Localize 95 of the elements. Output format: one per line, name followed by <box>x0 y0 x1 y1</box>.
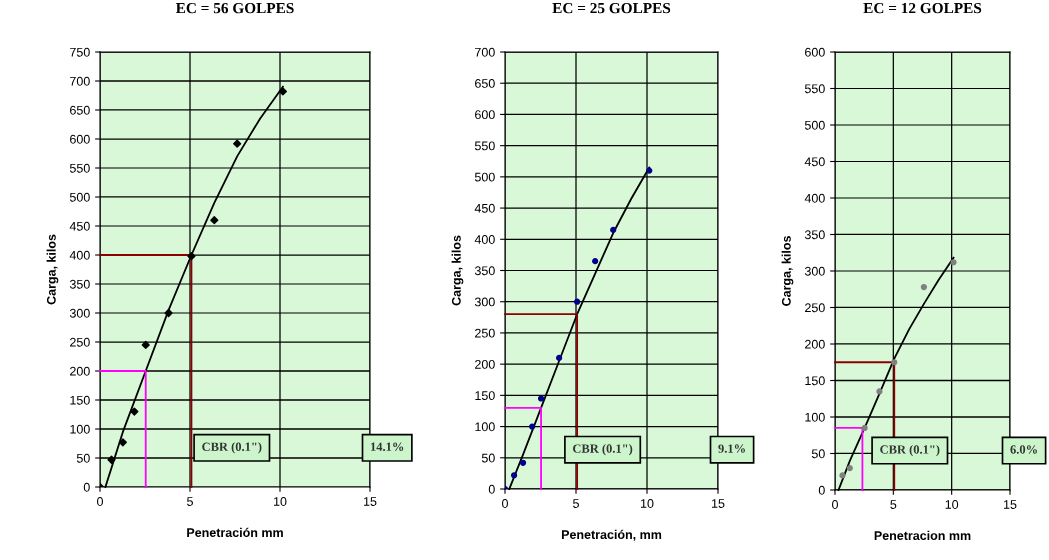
point <box>950 259 957 266</box>
point <box>839 472 846 479</box>
y-tick-label: 650 <box>475 79 495 88</box>
y-tick-label: 100 <box>70 424 90 434</box>
point <box>141 340 150 349</box>
y-axis-title: Carga, kilos <box>451 235 464 306</box>
annotation: CBR (0.1") <box>573 444 633 456</box>
y-tick-label: 650 <box>70 105 90 115</box>
y-tick-label: 250 <box>475 328 495 338</box>
x-tick-label: 5 <box>890 500 897 509</box>
x-tick-label: 15 <box>712 499 725 508</box>
point <box>529 423 536 430</box>
x-tick-label: 15 <box>1004 500 1017 509</box>
x-tick-label: 10 <box>641 499 654 508</box>
y-tick-label: 400 <box>474 235 495 244</box>
y-tick-label: 500 <box>69 192 90 202</box>
y-tick-label: 0 <box>818 485 825 495</box>
point <box>861 424 868 432</box>
point <box>846 464 853 472</box>
y-axis-title: Carga, kilos <box>781 236 794 306</box>
y-tick-label: 50 <box>481 453 495 463</box>
point <box>610 226 617 234</box>
y-tick-label: 450 <box>804 157 825 167</box>
point <box>920 283 928 291</box>
point <box>646 167 653 174</box>
y-tick-label: 300 <box>69 308 90 318</box>
x-axis-title: Penetracion mm <box>874 530 971 540</box>
annotation: CBR (0.1") <box>202 442 262 454</box>
y-tick-label: 200 <box>805 339 825 349</box>
point <box>876 388 883 395</box>
x-tick-label: 10 <box>945 500 959 509</box>
y-tick-label: 550 <box>474 141 495 151</box>
point <box>210 216 219 225</box>
y-tick-label: 750 <box>70 47 90 57</box>
y-tick-label: 600 <box>475 110 495 120</box>
y-tick-label: 200 <box>475 359 495 369</box>
y-tick-label: 100 <box>805 412 825 422</box>
point <box>130 407 139 416</box>
y-tick-label: 550 <box>69 163 90 173</box>
y-tick-label: 150 <box>475 391 495 401</box>
y-tick-label: 100 <box>475 422 495 432</box>
y-tick-label: 300 <box>804 266 825 276</box>
x-axis-title: Penetración, mm <box>561 529 662 541</box>
point <box>574 298 581 305</box>
x-axis-title: Penetración mm <box>187 527 283 537</box>
y-tick-label: 550 <box>804 84 825 94</box>
y-tick-label: 0 <box>83 482 90 492</box>
point <box>891 359 898 366</box>
x-tick-label: 15 <box>364 497 377 506</box>
y-tick-label: 150 <box>805 376 825 386</box>
y-tick-label: 350 <box>69 279 90 289</box>
annotation: CBR (0.1") <box>880 444 940 457</box>
y-tick-label: 250 <box>70 337 90 347</box>
y-tick-label: 400 <box>804 193 825 203</box>
y-tick-label: 200 <box>70 366 90 376</box>
y-tick-label: 50 <box>76 453 90 463</box>
y-tick-label: 600 <box>70 134 90 144</box>
point <box>519 459 527 466</box>
x-tick-label: 5 <box>187 497 193 506</box>
point <box>510 472 518 479</box>
y-tick-label: 50 <box>811 449 825 459</box>
x-tick-label: 0 <box>97 497 103 506</box>
chart-title: EC = 56 GOLPES <box>175 2 294 14</box>
y-tick-label: 350 <box>474 266 495 276</box>
y-tick-label: 0 <box>488 484 495 494</box>
point <box>556 354 563 362</box>
y-tick-label: 400 <box>69 250 90 260</box>
text: 14.1% <box>371 442 404 452</box>
y-tick-label: 350 <box>804 230 825 240</box>
x-tick-label: 10 <box>274 497 287 506</box>
chart-title: EC = 25 GOLPES <box>552 2 671 14</box>
y-tick-label: 700 <box>475 47 495 57</box>
y-tick-label: 500 <box>474 172 495 182</box>
x-tick-label: 0 <box>832 500 838 509</box>
text: 6.0% <box>1010 445 1037 454</box>
point <box>107 455 116 464</box>
y-tick-label: 250 <box>805 303 825 313</box>
point <box>233 139 242 148</box>
y-tick-label: 450 <box>474 203 495 213</box>
x-tick-label: 5 <box>573 499 579 508</box>
y-tick-label: 450 <box>69 221 90 231</box>
point <box>118 438 127 447</box>
y-tick-label: 600 <box>805 47 825 57</box>
y-tick-label: 700 <box>70 76 90 86</box>
chart-title: EC = 12 GOLPES <box>863 2 982 14</box>
x-tick-label: 0 <box>502 499 508 508</box>
y-tick-label: 150 <box>70 395 90 405</box>
point <box>278 87 287 96</box>
y-axis-title: Carga, kilos <box>46 234 59 305</box>
y-tick-label: 500 <box>804 120 825 130</box>
y-tick-label: 300 <box>474 297 495 307</box>
point <box>537 395 545 402</box>
point <box>592 258 599 265</box>
text: 9.1% <box>718 444 745 453</box>
point <box>187 252 196 261</box>
